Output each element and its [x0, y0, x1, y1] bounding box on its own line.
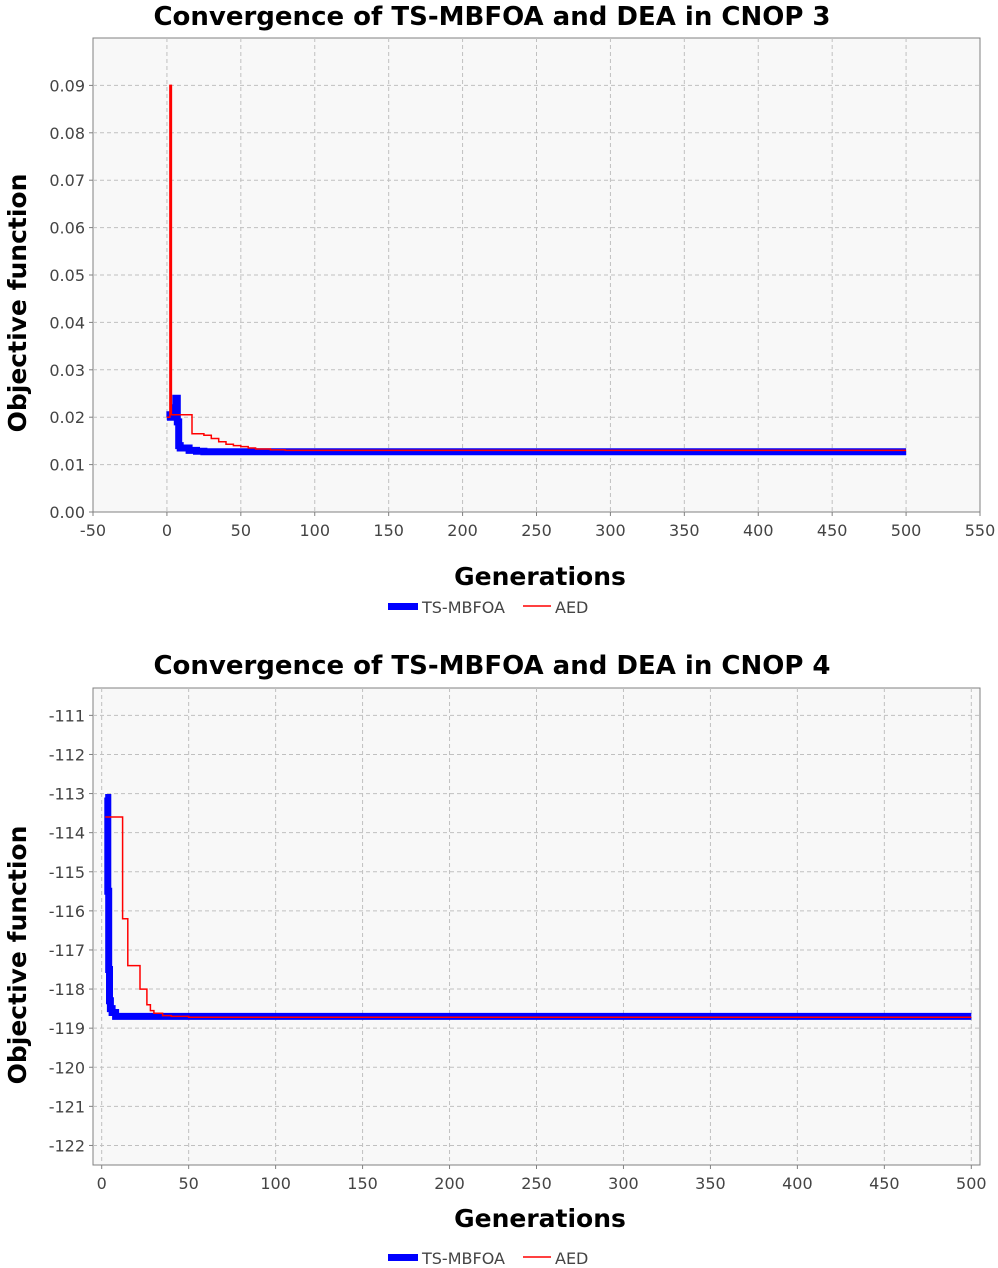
x-tick-label: 200 — [447, 521, 478, 540]
x-axis-label: Generations — [454, 1204, 626, 1233]
x-tick-label: 350 — [669, 521, 700, 540]
chart-title: Convergence of TS-MBFOA and DEA in CNOP … — [153, 651, 830, 681]
y-tick-label: -113 — [49, 785, 85, 804]
series-line-ts-mbfoa — [166, 394, 907, 456]
series-line-aed — [105, 816, 972, 1018]
x-tick-label: 150 — [347, 1174, 378, 1193]
grid — [93, 38, 980, 512]
y-tick-label: -118 — [49, 980, 85, 999]
y-tick-label: -119 — [49, 1019, 85, 1038]
y-tick-label: -112 — [49, 745, 85, 764]
x-tick-label: 0 — [97, 1174, 107, 1193]
x-tick-label: 450 — [817, 521, 848, 540]
chart-title: Convergence of TS-MBFOA and DEA in CNOP … — [153, 2, 830, 32]
x-tick-label: 300 — [595, 521, 626, 540]
x-tick-label: 400 — [743, 521, 774, 540]
x-tick-label: 550 — [965, 521, 996, 540]
legend: TS-MBFOA AED — [388, 598, 588, 617]
x-tick-label: 250 — [521, 1174, 552, 1193]
y-axis-ticks: -122 -121 -120 -119 -118 -117 -116 -115 -114 -113… — [49, 706, 93, 1155]
x-tick-label: 50 — [231, 521, 251, 540]
x-tick-label: 100 — [299, 521, 330, 540]
y-axis-label: Objective function — [3, 826, 32, 1085]
y-tick-label: 0.06 — [49, 219, 85, 238]
x-tick-label: 400 — [782, 1174, 813, 1193]
y-tick-label: -114 — [49, 824, 85, 843]
x-tick-label: 200 — [434, 1174, 465, 1193]
y-tick-label: 0.01 — [49, 456, 85, 475]
series-line-aed — [166, 84, 907, 452]
x-axis-ticks: -50 0 50 100 150 200 250 300 350 400 450 500 550 — [80, 512, 995, 540]
x-tick-label: -50 — [80, 521, 106, 540]
series-line-ts-mbfoa — [104, 794, 972, 1020]
y-tick-label: -117 — [49, 941, 85, 960]
y-axis-ticks: 0.00 0.01 0.02 0.03 0.04 0.05 0.06 0.07 0.08 0.09 — [49, 76, 93, 522]
legend-label-ts-mbfoa: TS-MBFOA — [421, 1249, 505, 1268]
legend: TS-MBFOA AED — [388, 1249, 588, 1268]
chart-cnop4: Convergence of TS-MBFOA and DEA in CNOP … — [3, 651, 987, 1268]
x-tick-label: 350 — [695, 1174, 726, 1193]
x-axis-ticks: 0 50 100 150 200 250 300 350 400 450 500 — [97, 1165, 987, 1193]
y-tick-label: 0.04 — [49, 313, 85, 332]
legend-swatch-ts-mbfoa — [388, 603, 418, 610]
y-tick-label: 0.00 — [49, 503, 85, 522]
y-tick-label: -122 — [49, 1136, 85, 1155]
legend-swatch-ts-mbfoa — [388, 1254, 418, 1261]
grid — [93, 688, 980, 1165]
x-tick-label: 100 — [260, 1174, 291, 1193]
legend-label-ts-mbfoa: TS-MBFOA — [421, 598, 505, 617]
y-tick-label: 0.05 — [49, 266, 85, 285]
y-tick-label: -111 — [49, 706, 85, 725]
series-lines — [104, 794, 972, 1020]
y-tick-label: -121 — [49, 1097, 85, 1116]
x-axis-label: Generations — [454, 562, 626, 591]
x-tick-label: 0 — [162, 521, 172, 540]
legend-label-aed: AED — [555, 1249, 588, 1268]
y-tick-label: 0.08 — [49, 124, 85, 143]
series-lines — [166, 84, 907, 456]
x-tick-label: 500 — [956, 1174, 987, 1193]
x-tick-label: 150 — [373, 521, 404, 540]
y-tick-label: 0.09 — [49, 76, 85, 95]
legend-label-aed: AED — [555, 598, 588, 617]
y-tick-label: -116 — [49, 902, 85, 921]
y-tick-label: 0.02 — [49, 408, 85, 427]
x-tick-label: 450 — [869, 1174, 900, 1193]
x-tick-label: 50 — [178, 1174, 198, 1193]
x-tick-label: 250 — [521, 521, 552, 540]
x-tick-label: 300 — [608, 1174, 639, 1193]
y-axis-label: Objective function — [3, 174, 32, 433]
y-tick-label: 0.07 — [49, 171, 85, 190]
y-tick-label: -115 — [49, 863, 85, 882]
chart-cnop3: Convergence of TS-MBFOA and DEA in CNOP … — [3, 2, 995, 617]
x-tick-label: 500 — [891, 521, 922, 540]
y-tick-label: 0.03 — [49, 361, 85, 380]
y-tick-label: -120 — [49, 1058, 85, 1077]
